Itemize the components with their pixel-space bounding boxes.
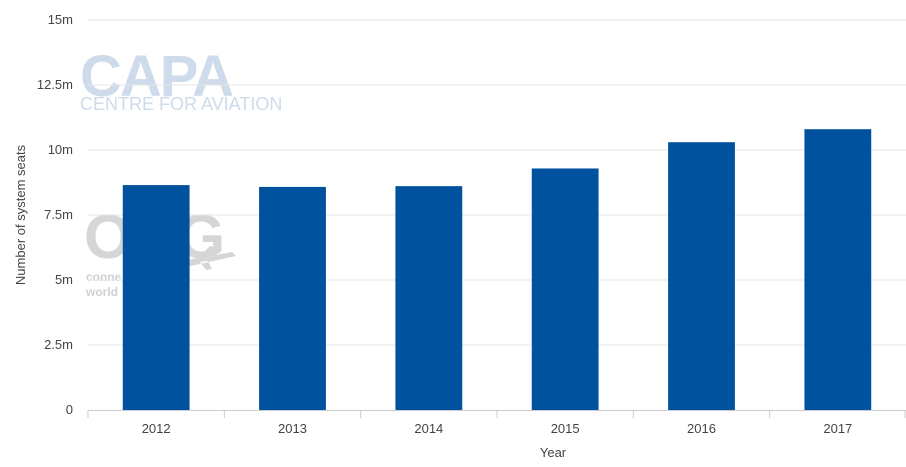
plane-icon [176, 246, 236, 270]
x-tick-label: 2017 [823, 421, 852, 436]
capa-watermark-logo: CAPA [80, 44, 233, 109]
oag-watermark-line2: world [85, 285, 118, 299]
y-axis-title: Number of system seats [13, 144, 28, 285]
bar-2013[interactable] [259, 186, 326, 410]
oag-watermark-line1: conne [86, 270, 122, 284]
x-axis-title: Year [540, 445, 567, 460]
x-tick-label: 2016 [687, 421, 716, 436]
y-tick-label: 5m [55, 272, 73, 287]
x-tick-label: 2014 [414, 421, 443, 436]
capa-watermark-subtitle: CENTRE FOR AVIATION [80, 94, 282, 114]
y-tick-label: 12.5m [37, 77, 73, 92]
gridlines [88, 19, 906, 346]
x-tick-label: 2015 [551, 421, 580, 436]
bar-2017[interactable] [804, 129, 872, 410]
y-tick-label: 10m [48, 142, 73, 157]
y-tick-label: 7.5m [44, 207, 73, 222]
bar-2016[interactable] [668, 142, 735, 410]
y-tick-label: 15m [48, 12, 73, 27]
bar-2014[interactable] [395, 186, 463, 410]
x-tick-label: 2013 [278, 421, 307, 436]
x-tick-label: 2012 [142, 421, 171, 436]
bar-2012[interactable] [122, 185, 190, 410]
bars [122, 129, 872, 410]
y-tick-label: 2.5m [44, 337, 73, 352]
x-axis: 2012 2013 2014 2015 2016 2017 [87, 410, 906, 436]
y-axis: 0 2.5m 5m 7.5m 10m 12.5m 15m [37, 12, 73, 417]
bar-2015[interactable] [531, 168, 599, 410]
y-tick-label: 0 [66, 402, 73, 417]
